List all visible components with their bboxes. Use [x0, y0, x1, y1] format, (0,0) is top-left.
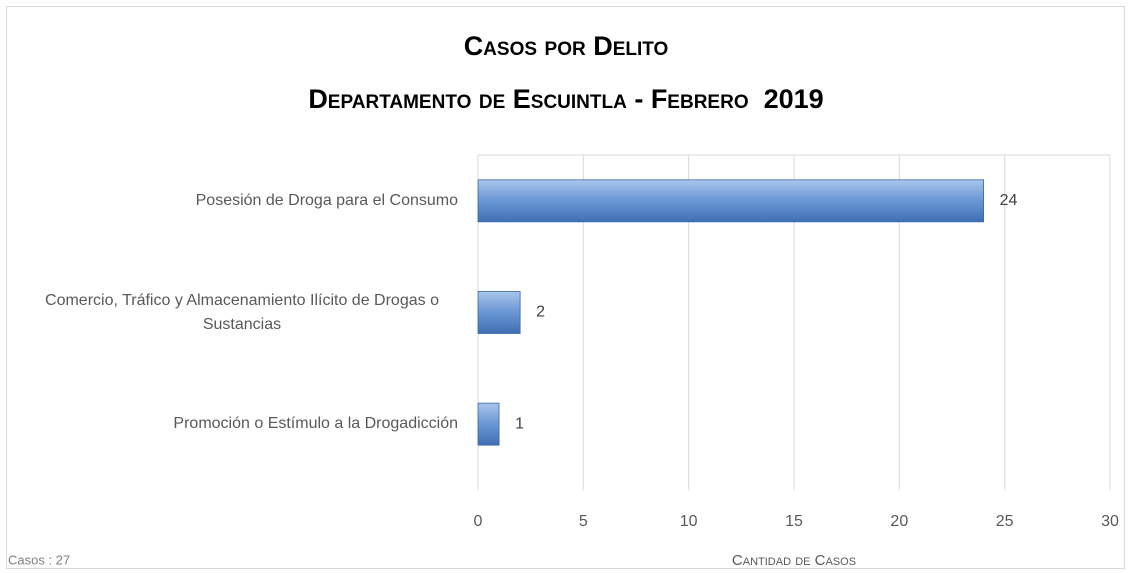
chart-subtitle: Departamento de Escuintla - Febrero 2019: [308, 84, 823, 114]
x-tick-label: 0: [474, 513, 483, 530]
y-tick-label: Promoción o Estímulo a la Drogadicción: [173, 415, 458, 433]
annotation: Casos : 27: [8, 552, 70, 567]
y-tick-label-box: Posesión de Droga para el Consumo: [0, 189, 458, 213]
data-label: 2: [536, 304, 545, 321]
x-tick-label: 5: [579, 513, 588, 530]
y-tick-label-box: Promoción o Estímulo a la Drogadicción: [0, 412, 458, 436]
x-tick-label: 15: [785, 513, 803, 530]
x-tick-label: 25: [996, 513, 1014, 530]
x-axis-label: Cantidad de Casos: [732, 552, 856, 569]
x-tick-label: 20: [890, 513, 908, 530]
y-tick-label-box: Comercio, Tráfico y Almacenamiento Ilíci…: [0, 289, 458, 337]
x-tick-label: 10: [680, 513, 698, 530]
bar: [477, 291, 521, 334]
x-tick-label: 30: [1101, 513, 1119, 530]
y-tick-label: Comercio, Tráfico y Almacenamiento Ilíci…: [45, 291, 439, 333]
data-label: 1: [515, 415, 524, 432]
y-tick-label: Posesión de Droga para el Consumo: [195, 191, 458, 209]
chart-border: [6, 6, 1125, 569]
bar: [477, 179, 985, 223]
bar: [477, 402, 500, 446]
chart-title: Casos por Delito: [464, 31, 669, 61]
data-label: 24: [1000, 192, 1018, 209]
